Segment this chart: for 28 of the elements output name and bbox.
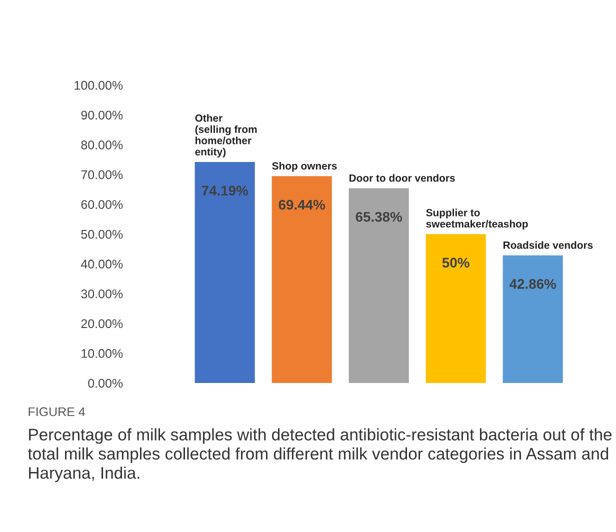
bar [426,234,486,384]
y-tick-label: 70.00% [81,170,123,180]
y-tick-label: 30.00% [81,289,123,298]
text: Percentage of milk samples with detected antibiotic-resistant bacteria out of the total milk samples collected from different milk vendor categories in Assam and Haryana, India. [28,428,612,482]
x-tick-label: Roadside vendors [504,241,593,249]
y-tick-label: 40.00% [80,260,123,269]
x-tick-label: Supplier to sweetmaker/teashop [426,208,528,230]
x-tick-label: Door to door vendors [350,174,455,182]
y-tick-label: 50.00% [81,230,123,239]
y-tick-label: 20.00% [81,319,123,328]
y-tick-label: 80.00% [81,140,123,150]
bar [502,255,563,384]
data-label: 65.38% [356,212,402,222]
caption: FIGURE 4 [28,407,85,416]
y-tick-label: 90.00% [81,110,123,120]
y-tick-label: 60.00% [81,200,123,209]
x-tick-label: Other (selling from home/other entity) [195,114,257,158]
x-tick-label: Shop owners [272,162,337,172]
data-label: 42.86% [510,279,556,289]
y-tick-label: 100.00% [74,80,123,90]
data-label: 69.44% [278,200,326,210]
y-tick-label: 10.00% [82,349,123,358]
bar [348,188,409,384]
bar [194,162,255,384]
y-tick-label: 0.00% [88,378,123,388]
data-label: 50% [442,258,470,268]
data-label: 74.19% [202,186,248,196]
bar [272,176,332,384]
